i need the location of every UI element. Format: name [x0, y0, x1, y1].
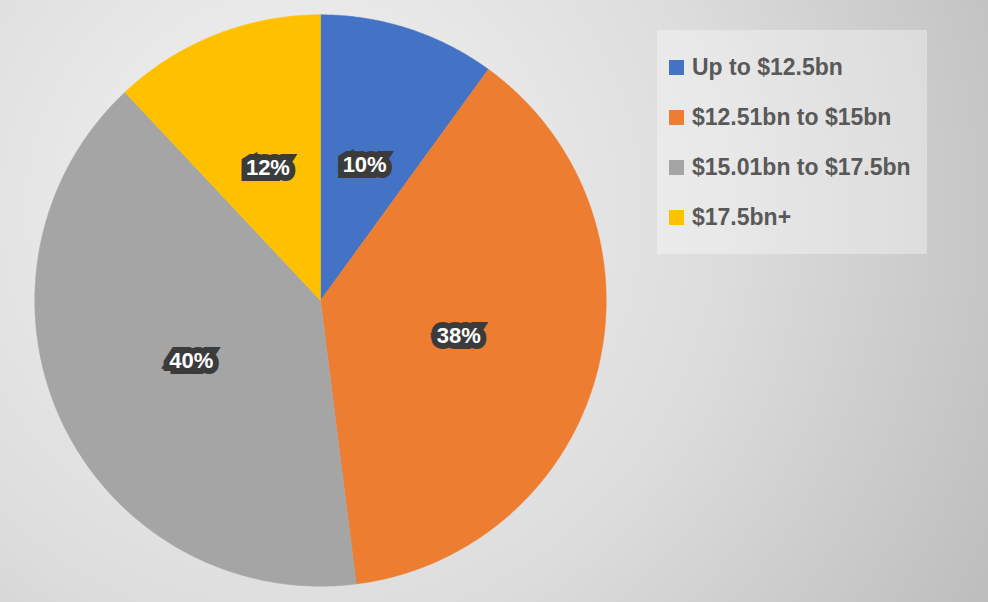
html-text:$15.01bn to $17.5bn: $15.01bn to $17.5bn	[692, 153, 911, 180]
svg-text:38%: 38%	[437, 323, 481, 348]
svg-text:10%: 10%	[343, 152, 387, 177]
html-text:$17.5bn+: $17.5bn+	[692, 203, 792, 230]
svg-text:12%: 12%	[246, 155, 290, 180]
html-text:$12.51bn to $15bn: $12.51bn to $15bn	[692, 103, 892, 130]
html-text:Up to $12.5bn: Up to $12.5bn	[692, 53, 843, 80]
svg-text:40%: 40%	[169, 348, 213, 373]
